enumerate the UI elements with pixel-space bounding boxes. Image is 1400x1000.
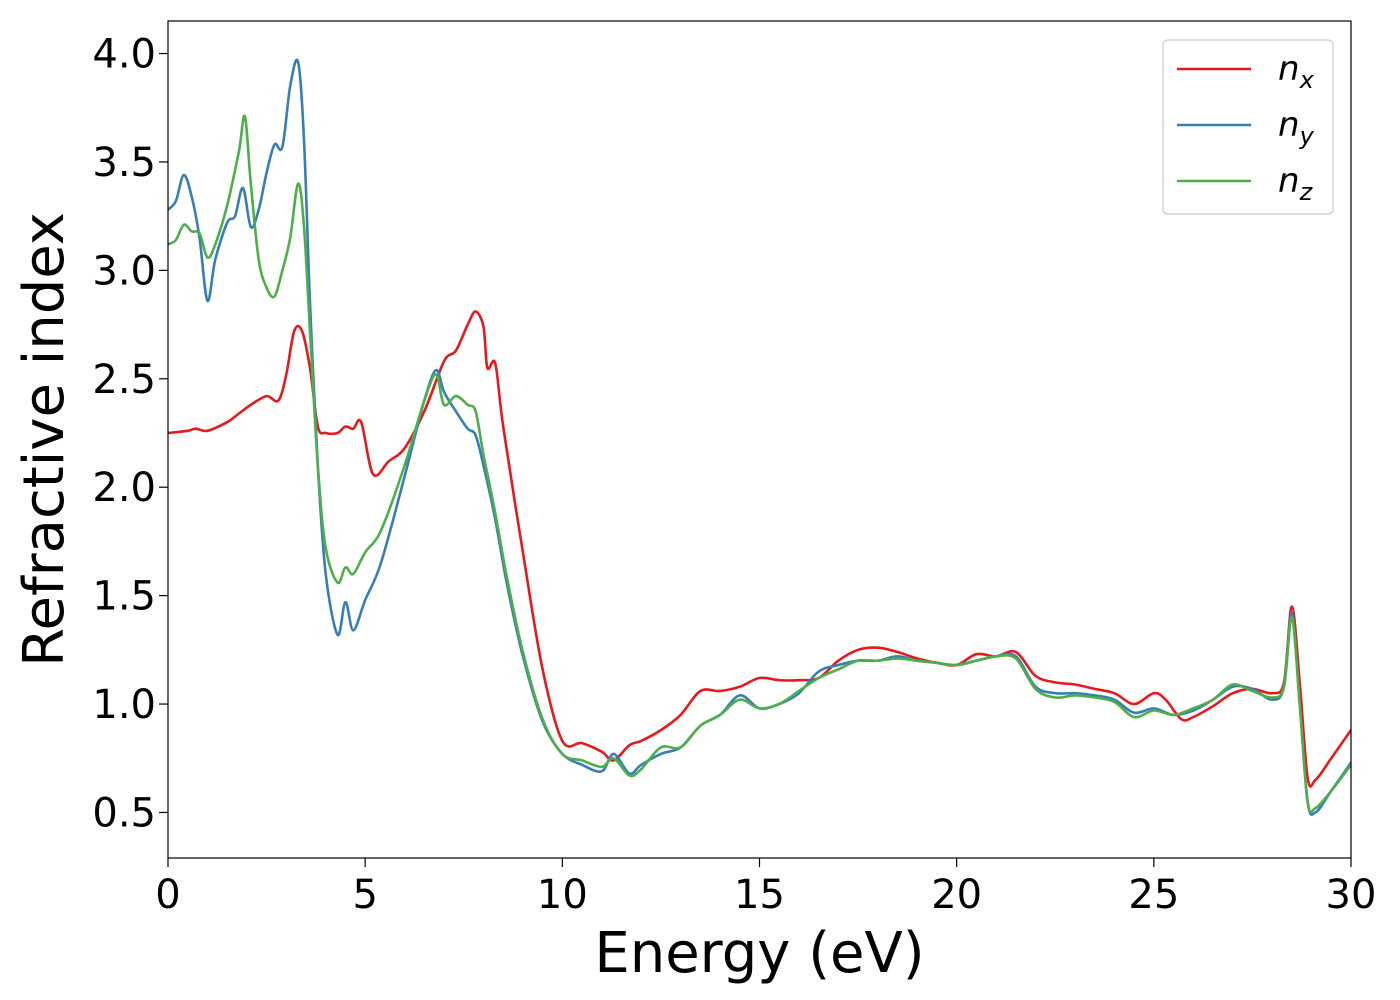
y-axis-label: Refractive index xyxy=(12,212,77,667)
legend: nx ny nz xyxy=(1162,39,1334,215)
legend-box xyxy=(1162,39,1334,215)
x-tick-label: 20 xyxy=(931,872,982,918)
series-line-y xyxy=(168,58,1351,816)
x-axis-label: Energy (eV) xyxy=(594,921,924,986)
legend-label-x: nx xyxy=(1278,49,1315,94)
y-tick-label: 2.0 xyxy=(92,465,156,511)
legend-label-y: ny xyxy=(1278,105,1315,150)
legend-label-z: nz xyxy=(1278,161,1314,206)
y-tick-label: 2.5 xyxy=(92,357,156,403)
y-tick-label: 1.5 xyxy=(92,574,156,620)
y-tick-label: 3.0 xyxy=(92,248,156,294)
x-tick-label: 5 xyxy=(352,872,377,918)
x-tick-label: 0 xyxy=(155,872,180,918)
x-tick-label: 10 xyxy=(537,872,588,918)
x-tick-label: 25 xyxy=(1128,872,1179,918)
series-line-z xyxy=(168,114,1351,814)
y-tick-label: 4.0 xyxy=(92,32,156,78)
series-line-x xyxy=(168,310,1351,788)
y-tick-label: 3.5 xyxy=(92,140,156,186)
y-tick-label: 1.0 xyxy=(92,682,156,728)
x-tick-label: 30 xyxy=(1326,872,1377,918)
x-tick-label: 15 xyxy=(734,872,785,918)
y-axis-ticks: 0.5 1.0 1.5 2.0 2.5 3.0 3.5 4.0 xyxy=(92,32,168,836)
series-layer xyxy=(168,58,1351,816)
y-tick-label: 0.5 xyxy=(92,790,156,836)
x-axis-ticks: 0 5 10 15 20 25 30 xyxy=(155,858,1376,918)
